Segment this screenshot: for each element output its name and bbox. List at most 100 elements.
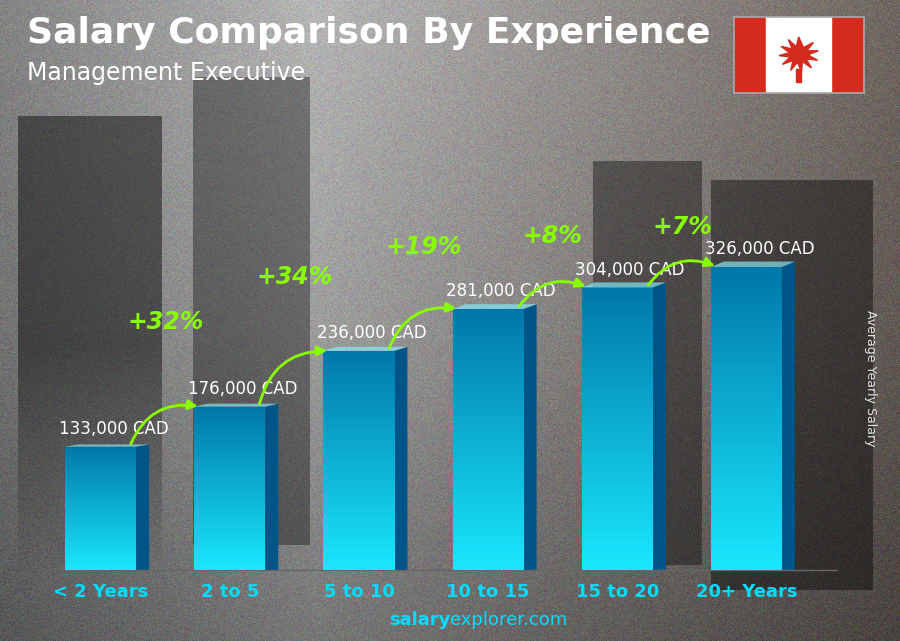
Bar xyxy=(65,569,136,570)
Bar xyxy=(711,521,782,525)
Bar xyxy=(711,559,782,563)
Bar xyxy=(194,569,266,570)
Bar xyxy=(323,529,394,532)
Bar xyxy=(194,503,266,505)
Bar xyxy=(194,505,266,507)
Bar xyxy=(453,328,524,332)
Bar xyxy=(711,309,782,313)
Text: +34%: +34% xyxy=(256,265,333,289)
Bar xyxy=(711,290,782,294)
Bar xyxy=(194,485,266,487)
Bar xyxy=(65,538,136,540)
Bar xyxy=(453,515,524,518)
Bar xyxy=(323,376,394,378)
Bar xyxy=(65,556,136,558)
Bar xyxy=(711,449,782,453)
Bar xyxy=(194,538,266,540)
Bar xyxy=(453,567,524,570)
Bar xyxy=(323,389,394,392)
Bar xyxy=(194,425,266,427)
Bar xyxy=(194,544,266,546)
Bar xyxy=(323,494,394,496)
Bar xyxy=(711,434,782,438)
Bar xyxy=(194,474,266,476)
Polygon shape xyxy=(323,347,408,351)
Bar xyxy=(323,474,394,477)
Bar xyxy=(65,454,136,456)
Bar xyxy=(581,542,652,545)
Bar xyxy=(711,544,782,547)
Bar xyxy=(323,472,394,474)
Bar xyxy=(453,482,524,485)
Text: Salary Comparison By Experience: Salary Comparison By Experience xyxy=(27,16,710,50)
Bar xyxy=(194,409,266,411)
Bar xyxy=(194,542,266,544)
Bar xyxy=(65,499,136,501)
Bar xyxy=(711,320,782,324)
Bar xyxy=(194,447,266,449)
Bar xyxy=(65,485,136,487)
Bar xyxy=(453,551,524,554)
Bar xyxy=(323,463,394,466)
Bar xyxy=(323,557,394,560)
Bar xyxy=(65,541,136,543)
Bar xyxy=(453,512,524,515)
Bar xyxy=(194,531,266,533)
Bar xyxy=(194,540,266,542)
Bar xyxy=(581,295,652,298)
Bar xyxy=(796,69,801,82)
Bar xyxy=(711,301,782,305)
Bar xyxy=(453,449,524,453)
Bar xyxy=(323,417,394,419)
Bar xyxy=(65,519,136,521)
Text: explorer.com: explorer.com xyxy=(450,612,567,629)
Bar xyxy=(323,403,394,406)
Bar xyxy=(581,482,652,486)
Bar xyxy=(194,406,266,409)
Bar xyxy=(711,294,782,297)
Bar xyxy=(323,491,394,494)
Bar xyxy=(194,507,266,509)
Bar xyxy=(323,504,394,507)
Bar xyxy=(711,305,782,309)
Bar xyxy=(323,367,394,370)
Text: +8%: +8% xyxy=(523,224,582,248)
Bar xyxy=(65,478,136,479)
Bar xyxy=(194,411,266,413)
Text: 304,000 CAD: 304,000 CAD xyxy=(575,261,685,279)
Bar xyxy=(453,390,524,394)
Bar xyxy=(323,400,394,403)
Bar xyxy=(581,291,652,295)
Bar xyxy=(194,550,266,552)
Bar xyxy=(453,338,524,342)
Bar xyxy=(194,419,266,421)
Bar xyxy=(711,445,782,449)
Bar xyxy=(194,536,266,538)
Bar xyxy=(194,445,266,447)
Polygon shape xyxy=(194,404,278,406)
Bar xyxy=(65,560,136,562)
Bar xyxy=(65,512,136,513)
Bar xyxy=(323,565,394,568)
Bar xyxy=(453,404,524,407)
Bar xyxy=(323,543,394,545)
Bar xyxy=(65,488,136,490)
Bar xyxy=(453,407,524,410)
Text: 326,000 CAD: 326,000 CAD xyxy=(705,240,814,258)
Bar xyxy=(65,551,136,552)
Text: +32%: +32% xyxy=(127,310,203,334)
Bar xyxy=(323,425,394,428)
Bar xyxy=(711,354,782,358)
Text: +19%: +19% xyxy=(385,235,462,258)
Bar xyxy=(65,527,136,529)
Bar xyxy=(453,309,524,312)
Bar xyxy=(323,428,394,430)
Bar xyxy=(711,400,782,404)
Polygon shape xyxy=(266,404,278,570)
Bar xyxy=(581,563,652,567)
Bar xyxy=(65,482,136,484)
Bar xyxy=(453,368,524,371)
Bar xyxy=(65,544,136,545)
Bar xyxy=(323,488,394,491)
Bar xyxy=(711,567,782,570)
